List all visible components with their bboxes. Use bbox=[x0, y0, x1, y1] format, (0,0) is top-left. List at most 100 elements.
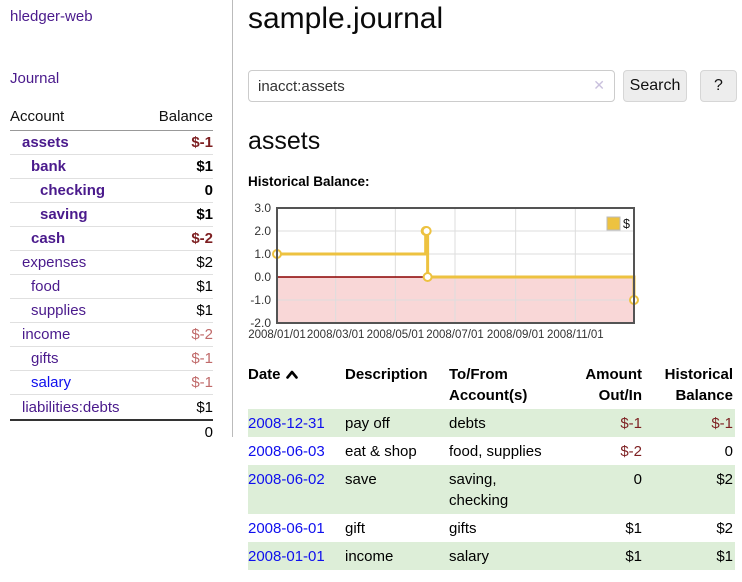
accounts-header-account: Account bbox=[10, 108, 65, 125]
accounts-rows: assets $-1 bank $1 checking 0 saving $1 cash $-2 e… bbox=[10, 131, 213, 419]
transaction-amount-cell: $1 bbox=[625, 520, 642, 537]
transaction-accounts-cell: gifts bbox=[449, 520, 477, 537]
account-link[interactable]: gifts bbox=[31, 350, 59, 367]
account-row: checking 0 bbox=[10, 179, 213, 203]
account-balance: $-2 bbox=[191, 326, 213, 343]
x-tick-label: 2008/05/01 bbox=[367, 329, 425, 341]
account-balance: $1 bbox=[196, 278, 213, 295]
transaction-description-cell: save bbox=[345, 471, 377, 488]
transaction-accounts-cell: saving, checking bbox=[449, 471, 509, 509]
legend-label: $ bbox=[623, 217, 630, 231]
account-row: liabilities:debts $1 bbox=[10, 395, 213, 419]
transaction-balance-cell: 0 bbox=[724, 443, 733, 460]
x-tick-label: 2008/09/01 bbox=[487, 329, 545, 341]
transaction-row: 2008-06-03 eat & shop food, supplies $-2 0 bbox=[248, 437, 735, 465]
y-tick-label: 0.0 bbox=[254, 270, 271, 284]
accounts-table-header: Account Balance bbox=[10, 108, 213, 131]
col-header-date: Date bbox=[248, 362, 345, 409]
transaction-date-cell: 2008-12-31 bbox=[248, 409, 345, 437]
transaction-row: 2008-01-01 income salary $1 $1 bbox=[248, 542, 735, 570]
account-balance: $-1 bbox=[191, 374, 213, 391]
transactions-header-row: Date Description To/From Account(s) Amou… bbox=[248, 362, 735, 409]
brand-link[interactable]: hledger-web bbox=[10, 8, 93, 25]
transaction-row: 2008-06-01 gift gifts $1 $2 bbox=[248, 514, 735, 542]
page-title: sample.journal bbox=[248, 2, 444, 35]
transaction-amount-cell: $-2 bbox=[620, 443, 642, 460]
account-row: food $1 bbox=[10, 275, 213, 299]
account-link[interactable]: food bbox=[31, 278, 61, 295]
col-header-accounts: To/From Account(s) bbox=[449, 366, 528, 404]
account-row: income $-2 bbox=[10, 323, 213, 347]
chart-title: Historical Balance: bbox=[248, 174, 370, 189]
sidebar: hledger-web Journal Account Balance asse… bbox=[0, 0, 233, 441]
data-point bbox=[421, 226, 432, 236]
main-content: sample.journal ✕ Search ? assets Histori… bbox=[248, 0, 742, 582]
account-balance: $-2 bbox=[191, 230, 213, 247]
accounts-total-value: 0 bbox=[204, 424, 213, 441]
transaction-amount-cell: $-1 bbox=[620, 415, 642, 432]
col-header-date-label: Date bbox=[248, 366, 281, 383]
search-button[interactable]: Search bbox=[623, 70, 687, 102]
accounts-header-balance: Balance bbox=[158, 108, 213, 125]
account-row: bank $1 bbox=[10, 155, 213, 179]
account-row: expenses $2 bbox=[10, 251, 213, 275]
transaction-date-cell: 2008-06-02 bbox=[248, 465, 345, 514]
account-balance: $-1 bbox=[191, 350, 213, 367]
account-balance: $1 bbox=[196, 158, 213, 175]
account-balance: $2 bbox=[196, 254, 213, 271]
transaction-date-link[interactable]: 2008-06-01 bbox=[248, 520, 325, 537]
transaction-description-cell: eat & shop bbox=[345, 443, 417, 460]
account-link[interactable]: expenses bbox=[22, 254, 87, 271]
accounts-table: Account Balance assets $-1 bank $1 checking 0… bbox=[10, 108, 213, 442]
account-link[interactable]: supplies bbox=[31, 302, 87, 319]
accounts-total-row: 0 bbox=[10, 419, 213, 442]
account-link[interactable]: checking bbox=[40, 182, 106, 199]
transaction-accounts-cell: food, supplies bbox=[449, 443, 542, 460]
account-row: assets $-1 bbox=[10, 131, 213, 155]
transaction-description-cell: pay off bbox=[345, 415, 390, 432]
account-balance: $-1 bbox=[191, 134, 213, 151]
account-balance: 0 bbox=[204, 182, 213, 199]
search-input-wrap: ✕ bbox=[248, 70, 615, 102]
account-heading: assets bbox=[248, 127, 321, 155]
transaction-balance-cell: $1 bbox=[716, 548, 733, 565]
sort-ascending-icon bbox=[285, 364, 298, 385]
transaction-description-cell: income bbox=[345, 548, 394, 565]
transaction-date-link[interactable]: 2008-01-01 bbox=[248, 548, 325, 565]
transaction-amount-cell: 0 bbox=[633, 471, 642, 488]
transaction-balance-cell: $2 bbox=[716, 520, 733, 537]
account-link[interactable]: cash bbox=[31, 230, 66, 247]
search-input[interactable] bbox=[248, 70, 615, 102]
transaction-date-cell: 2008-06-03 bbox=[248, 437, 345, 465]
account-row: supplies $1 bbox=[10, 299, 213, 323]
account-balance: $1 bbox=[196, 398, 213, 416]
account-link[interactable]: salary bbox=[31, 374, 72, 391]
transaction-date-cell: 2008-01-01 bbox=[248, 542, 345, 570]
account-link[interactable]: income bbox=[22, 326, 71, 343]
sidebar-item-journal[interactable]: Journal bbox=[10, 70, 60, 87]
clear-search-icon[interactable]: ✕ bbox=[593, 77, 605, 93]
account-row: gifts $-1 bbox=[10, 347, 213, 371]
search-form: ✕ Search ? bbox=[248, 70, 738, 102]
account-link[interactable]: saving bbox=[40, 206, 88, 223]
transactions-table: Date Description To/From Account(s) Amou… bbox=[248, 362, 735, 570]
account-balance: $1 bbox=[196, 206, 213, 223]
help-button[interactable]: ? bbox=[700, 70, 737, 102]
transaction-amount-cell: $1 bbox=[625, 548, 642, 565]
account-balance: $1 bbox=[196, 302, 213, 319]
transaction-description-cell: gift bbox=[345, 520, 366, 537]
transaction-date-link[interactable]: 2008-06-02 bbox=[248, 471, 325, 488]
transaction-date-link[interactable]: 2008-12-31 bbox=[248, 415, 325, 432]
col-header-amount: Amount Out/In bbox=[585, 366, 642, 404]
account-link[interactable]: liabilities:debts bbox=[22, 398, 120, 416]
account-row: saving $1 bbox=[10, 203, 213, 227]
transaction-accounts-cell: salary bbox=[449, 548, 490, 565]
data-point bbox=[422, 272, 433, 282]
transaction-row: 2008-06-02 save saving, checking 0 $2 bbox=[248, 465, 735, 514]
transaction-balance-cell: $-1 bbox=[711, 415, 733, 432]
transaction-date-link[interactable]: 2008-06-03 bbox=[248, 443, 325, 460]
account-link[interactable]: assets bbox=[22, 134, 69, 151]
account-link[interactable]: bank bbox=[31, 158, 67, 175]
account-row: salary $-1 bbox=[10, 371, 213, 395]
